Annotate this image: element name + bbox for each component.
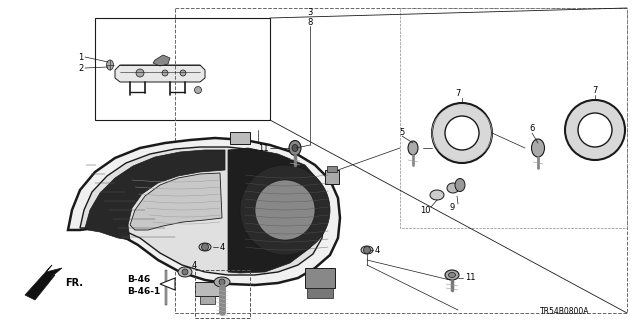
Ellipse shape — [292, 145, 298, 151]
Text: B-46: B-46 — [127, 275, 150, 284]
Bar — [327, 166, 337, 172]
Text: 5: 5 — [399, 127, 404, 137]
Circle shape — [202, 244, 209, 251]
Polygon shape — [228, 148, 326, 273]
Bar — [325, 170, 339, 184]
Bar — [305, 268, 335, 288]
Circle shape — [364, 246, 371, 253]
Ellipse shape — [531, 139, 545, 157]
Text: 9: 9 — [449, 203, 454, 212]
Bar — [200, 296, 215, 304]
Text: 4: 4 — [220, 243, 225, 252]
Bar — [230, 132, 250, 144]
Circle shape — [578, 113, 612, 147]
Text: 3: 3 — [307, 7, 313, 17]
Polygon shape — [153, 55, 170, 66]
Bar — [175, 8, 627, 313]
Ellipse shape — [408, 141, 418, 155]
Ellipse shape — [214, 277, 230, 287]
Text: FR.: FR. — [65, 278, 83, 288]
Bar — [165, 270, 167, 305]
Circle shape — [445, 116, 479, 150]
Ellipse shape — [445, 270, 459, 280]
Bar — [400, 8, 627, 228]
Text: B-46-1: B-46-1 — [127, 287, 160, 297]
Bar — [195, 282, 220, 296]
Circle shape — [162, 70, 168, 76]
Text: 11: 11 — [465, 274, 476, 283]
Circle shape — [180, 70, 186, 76]
Text: 7: 7 — [455, 89, 461, 98]
Polygon shape — [80, 147, 325, 275]
Ellipse shape — [195, 86, 202, 93]
Text: TR54B0800A: TR54B0800A — [540, 308, 589, 316]
Circle shape — [255, 180, 315, 240]
Ellipse shape — [449, 273, 456, 277]
Ellipse shape — [178, 267, 192, 277]
Circle shape — [240, 165, 330, 255]
Polygon shape — [68, 138, 340, 285]
Bar — [195, 270, 250, 318]
Circle shape — [432, 103, 492, 163]
Circle shape — [182, 269, 188, 275]
Bar — [307, 288, 333, 298]
Ellipse shape — [430, 190, 444, 200]
Text: 2: 2 — [78, 63, 83, 73]
Text: 10: 10 — [420, 205, 430, 214]
Polygon shape — [160, 278, 175, 290]
Ellipse shape — [106, 60, 113, 70]
Polygon shape — [130, 173, 222, 230]
Text: 6: 6 — [529, 124, 534, 132]
Bar — [95, 18, 270, 120]
Text: 4: 4 — [192, 260, 197, 269]
Ellipse shape — [447, 183, 459, 193]
Ellipse shape — [455, 179, 465, 191]
Text: 11: 11 — [258, 143, 269, 153]
Ellipse shape — [289, 140, 301, 156]
Circle shape — [565, 100, 625, 160]
Text: 4: 4 — [375, 245, 380, 254]
Ellipse shape — [361, 246, 373, 254]
Polygon shape — [85, 150, 225, 240]
Ellipse shape — [199, 243, 211, 251]
Text: 1: 1 — [78, 52, 83, 61]
Polygon shape — [25, 265, 62, 300]
Text: 8: 8 — [307, 18, 313, 27]
Text: 7: 7 — [592, 85, 598, 94]
Polygon shape — [115, 65, 205, 82]
Circle shape — [136, 69, 144, 77]
Circle shape — [219, 279, 225, 285]
